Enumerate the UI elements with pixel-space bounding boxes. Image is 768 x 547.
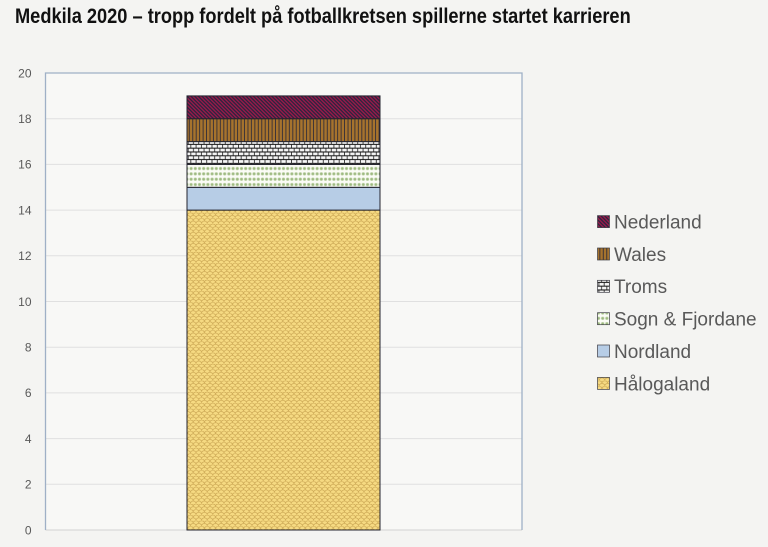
svg-text:8: 8 (25, 341, 32, 355)
svg-text:2: 2 (25, 478, 32, 492)
svg-text:Wales: Wales (614, 245, 666, 266)
svg-text:Nederland: Nederland (614, 213, 702, 234)
svg-text:12: 12 (18, 249, 32, 263)
svg-text:18: 18 (18, 112, 32, 126)
svg-text:6: 6 (25, 386, 32, 400)
svg-text:Medkila 2020 – tropp fordelt p: Medkila 2020 – tropp fordelt på fotballk… (15, 4, 631, 29)
svg-text:14: 14 (18, 203, 32, 217)
svg-text:Nordland: Nordland (614, 342, 691, 363)
svg-text:0: 0 (25, 523, 32, 537)
svg-text:4: 4 (25, 432, 32, 446)
svg-text:16: 16 (18, 158, 32, 172)
svg-text:Sogn & Fjordane: Sogn & Fjordane (614, 310, 757, 331)
svg-text:Hålogaland: Hålogaland (614, 374, 710, 395)
svg-text:10: 10 (18, 295, 32, 309)
svg-text:20: 20 (18, 66, 32, 80)
svg-text:Troms: Troms (614, 277, 667, 298)
